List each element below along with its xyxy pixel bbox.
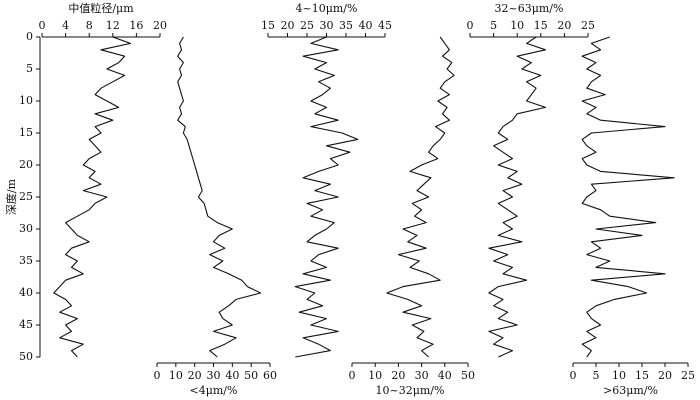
x-tick-label: 20: [391, 369, 405, 382]
x-tick-label: 10: [368, 369, 382, 382]
panel-title: <4μm/%: [190, 384, 238, 397]
x-tick-label: 4: [62, 19, 69, 32]
x-tick-label: 10: [612, 369, 626, 382]
y-tick-label: 20: [19, 158, 33, 171]
x-tick-label: 25: [581, 19, 595, 32]
x-tick-label: 0: [570, 369, 577, 382]
profile-line: [581, 36, 675, 358]
y-tick-label: 10: [19, 94, 33, 107]
panel-title: 10~32μm/%: [376, 384, 445, 397]
x-tick-label: 45: [378, 19, 392, 32]
profile-line: [294, 36, 359, 358]
x-tick-label: 40: [438, 369, 452, 382]
x-tick-label: 0: [39, 19, 46, 32]
x-tick-label: 40: [225, 369, 239, 382]
profile-line: [386, 36, 455, 358]
y-tick-label: 30: [19, 222, 33, 235]
x-tick-label: 20: [658, 369, 672, 382]
x-tick-label: 40: [359, 19, 373, 32]
y-tick-label: 25: [19, 190, 33, 203]
x-tick-label: 12: [106, 19, 120, 32]
y-tick-label: 5: [26, 62, 33, 75]
panel-title: 32~63μm/%: [495, 2, 564, 15]
x-tick-label: 20: [557, 19, 571, 32]
x-tick-label: 30: [320, 19, 334, 32]
y-tick-label: 15: [19, 126, 33, 139]
y-axis-label: 深度/m: [4, 178, 18, 215]
y-tick-label: 45: [19, 318, 33, 331]
x-tick-label: 5: [490, 19, 497, 32]
panel-title: >63μm/%: [603, 384, 658, 397]
profile-line: [488, 36, 547, 358]
profile-line: [177, 36, 262, 358]
x-tick-label: 25: [681, 369, 695, 382]
y-tick-label: 0: [26, 30, 33, 43]
x-tick-label: 50: [244, 369, 258, 382]
x-tick-label: 0: [154, 369, 161, 382]
x-tick-label: 10: [510, 19, 524, 32]
x-tick-label: 20: [188, 369, 202, 382]
x-tick-label: 30: [415, 369, 429, 382]
x-tick-label: 30: [207, 369, 221, 382]
x-tick-label: 20: [153, 19, 167, 32]
x-tick-label: 50: [461, 369, 475, 382]
y-tick-label: 40: [19, 286, 33, 299]
x-tick-label: 20: [281, 19, 295, 32]
x-tick-label: 35: [339, 19, 353, 32]
x-tick-label: 25: [300, 19, 314, 32]
y-tick-label: 35: [19, 254, 33, 267]
x-tick-label: 15: [261, 19, 275, 32]
x-tick-label: 15: [534, 19, 548, 32]
x-tick-label: 10: [169, 369, 183, 382]
panel-title: 4~10μm/%: [296, 2, 358, 15]
x-tick-label: 8: [86, 19, 93, 32]
x-tick-label: 0: [349, 369, 356, 382]
x-tick-label: 16: [129, 19, 143, 32]
x-tick-label: 15: [635, 369, 649, 382]
x-tick-label: 5: [593, 369, 600, 382]
y-tick-label: 50: [19, 350, 33, 363]
panel-title: 中值粒径/μm: [68, 1, 134, 15]
x-tick-label: 60: [263, 369, 277, 382]
x-tick-label: 0: [467, 19, 474, 32]
profile-line: [53, 36, 132, 358]
